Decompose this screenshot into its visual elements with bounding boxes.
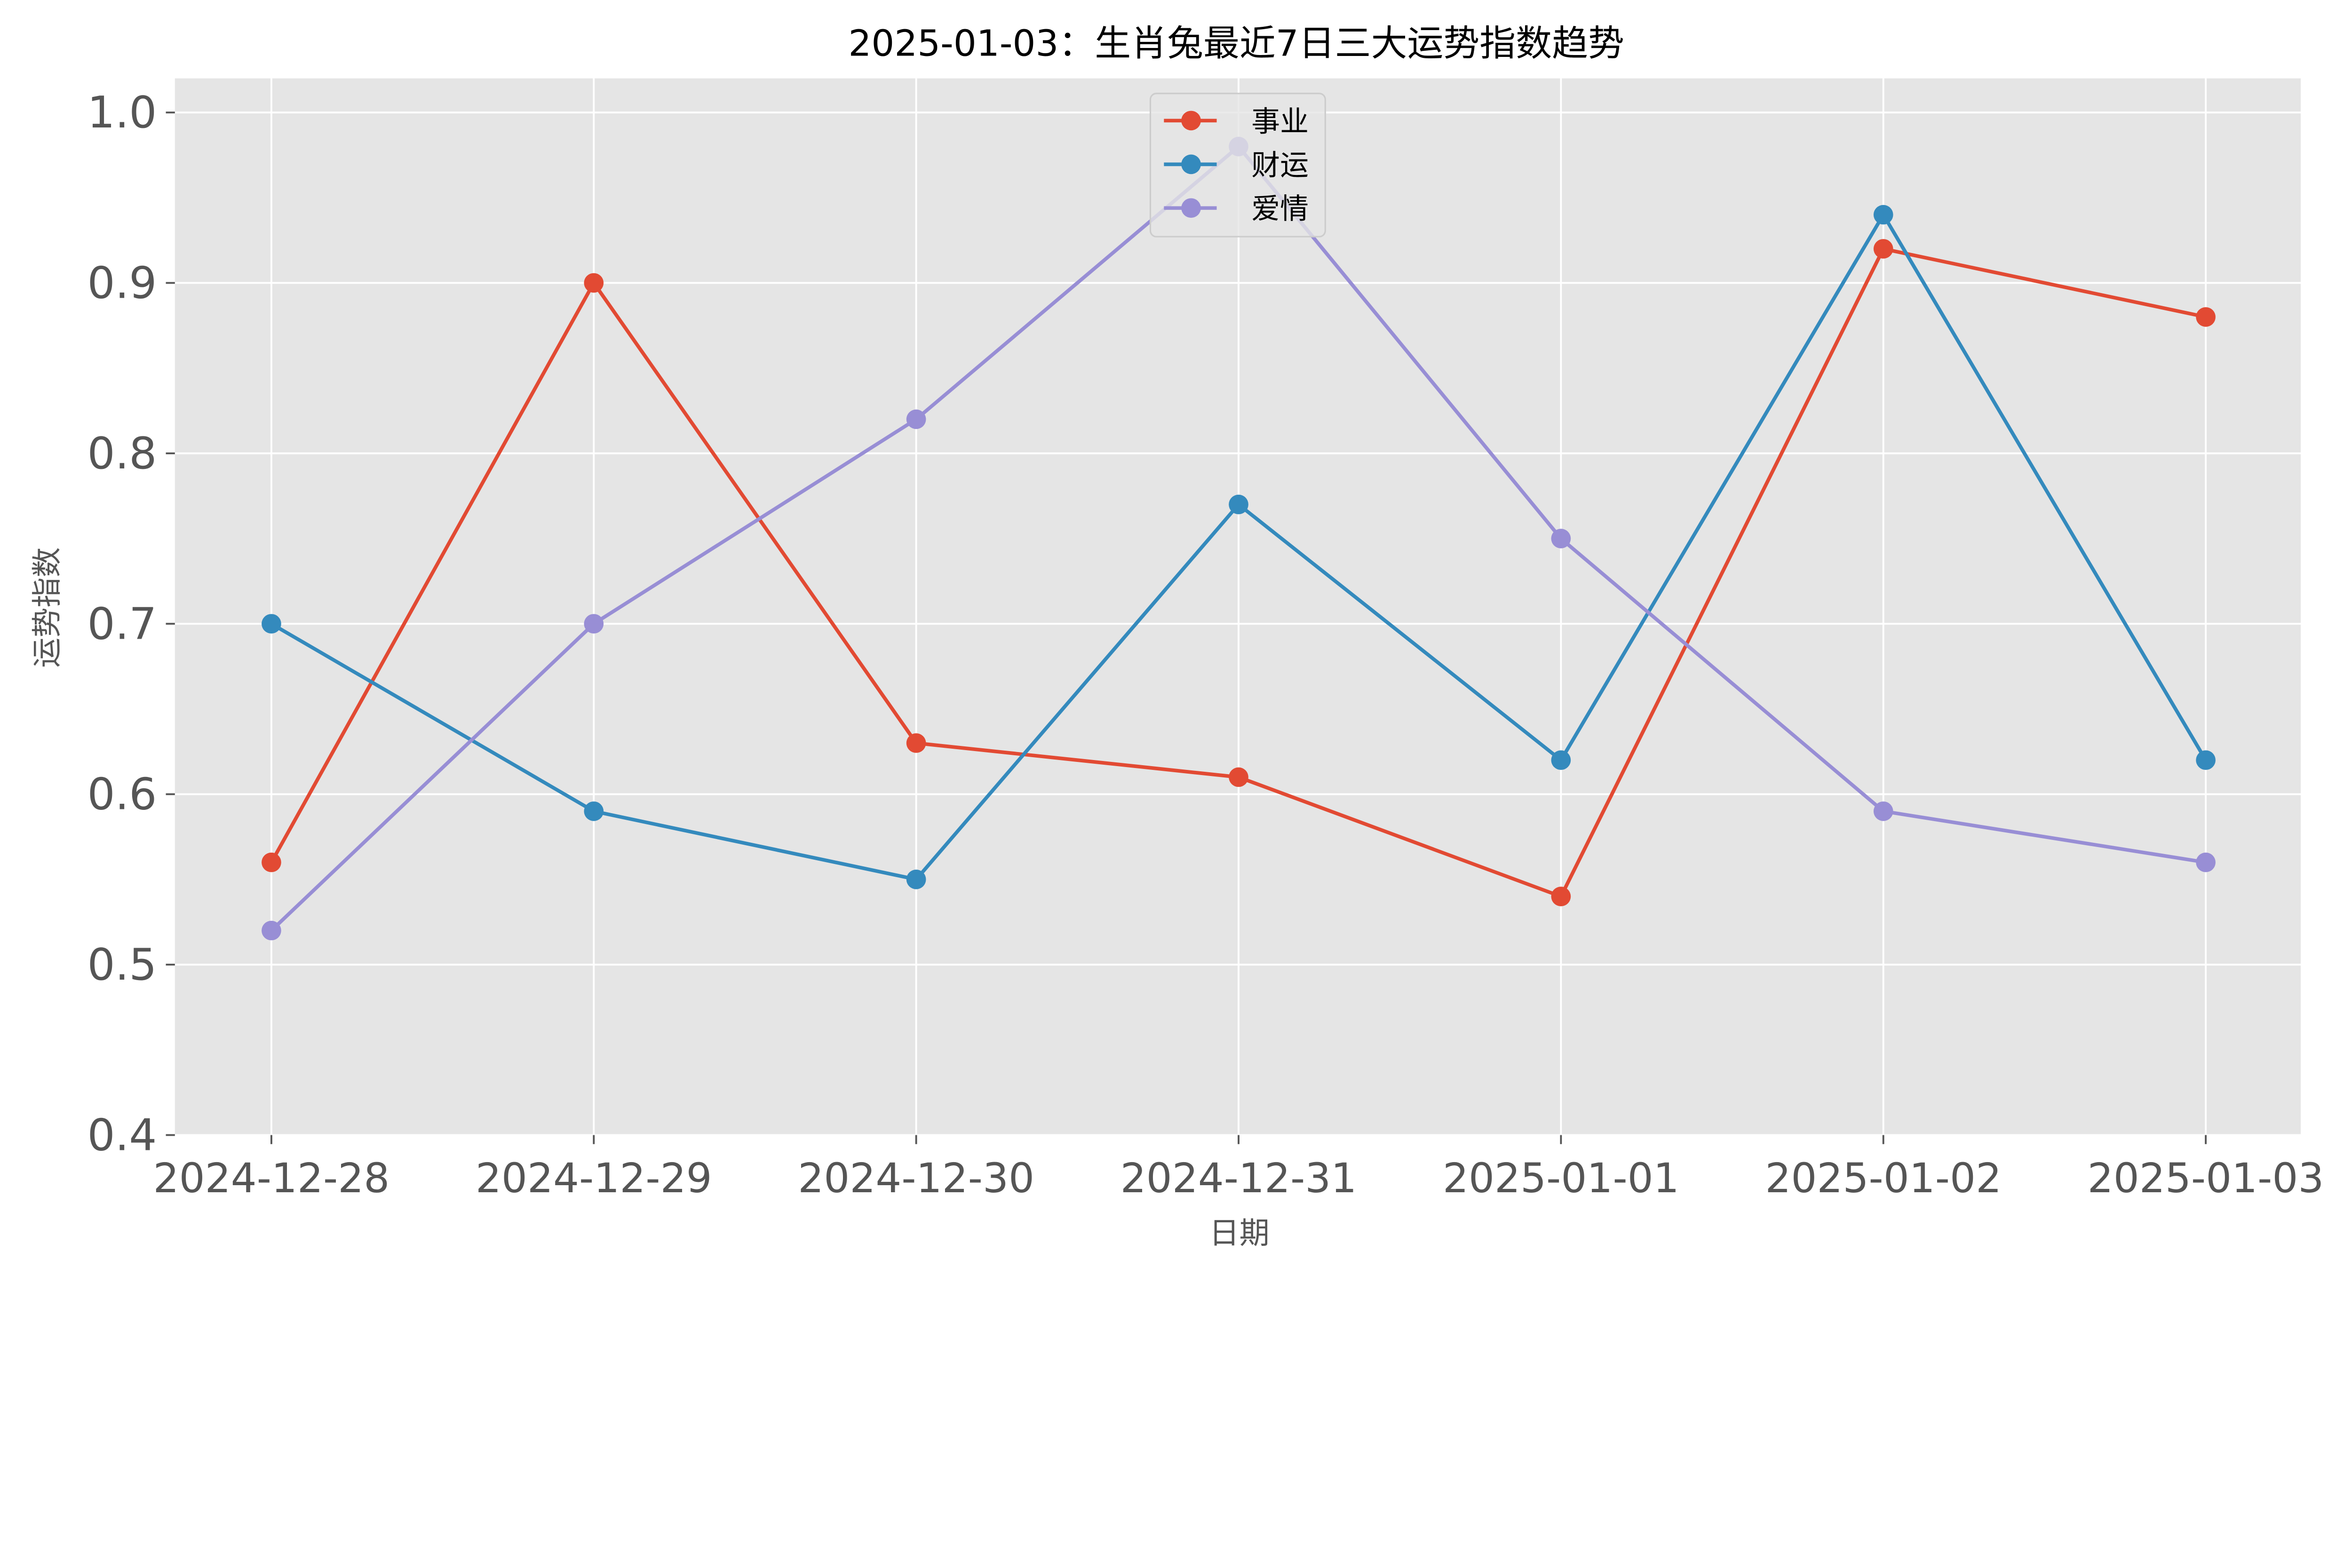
legend-marker xyxy=(1181,154,1201,174)
data-point xyxy=(906,409,926,429)
x-tick-label: 2025-01-02 xyxy=(1765,1155,2002,1202)
x-tick-label: 2025-01-03 xyxy=(2088,1155,2324,1202)
y-tick-label: 0.4 xyxy=(87,1110,157,1161)
data-point xyxy=(262,852,281,872)
data-point xyxy=(1229,494,1248,515)
data-point xyxy=(1873,801,1893,821)
series-财运 xyxy=(262,205,2216,889)
data-point xyxy=(262,920,281,941)
line-chart: 2024-12-28 2024-12-29 2024-12-30 2024-12-31… xyxy=(30,23,2324,1251)
x-tick-label: 2025-01-01 xyxy=(1443,1155,1679,1202)
y-tick-label: 0.9 xyxy=(87,258,157,309)
data-point xyxy=(2196,852,2216,872)
data-point xyxy=(1551,887,1571,906)
data-point xyxy=(1229,767,1248,787)
y-axis-label: 运势指数 xyxy=(30,547,65,667)
data-point xyxy=(1551,750,1571,770)
legend-label: 爱情 xyxy=(1251,192,1309,226)
data-point xyxy=(584,801,604,821)
y-tick-label: 0.8 xyxy=(87,428,157,479)
data-point xyxy=(584,614,604,634)
y-tick-label: 0.5 xyxy=(87,939,157,990)
legend-label: 财运 xyxy=(1251,149,1309,182)
data-point xyxy=(1873,205,1893,225)
data-point xyxy=(906,870,926,889)
data-point xyxy=(2196,750,2216,770)
data-point xyxy=(1551,529,1571,548)
data-point xyxy=(906,733,926,753)
y-tick-label: 0.7 xyxy=(87,598,157,649)
data-point xyxy=(1873,239,1893,259)
series-事业 xyxy=(262,239,2216,906)
y-tick-label: 0.6 xyxy=(87,769,157,820)
data-point xyxy=(584,273,604,293)
x-tick-label: 2024-12-28 xyxy=(153,1155,390,1202)
legend-label: 事业 xyxy=(1251,105,1309,138)
data-point xyxy=(262,614,281,634)
y-tick-label: 1.0 xyxy=(87,87,157,138)
x-tick-label: 2024-12-29 xyxy=(476,1155,712,1202)
legend-marker xyxy=(1181,198,1201,218)
data-point xyxy=(2196,307,2216,327)
x-tick-label: 2024-12-31 xyxy=(1120,1155,1357,1202)
x-axis-label: 日期 xyxy=(1209,1216,1270,1251)
legend-marker xyxy=(1181,111,1201,131)
x-tick-label: 2024-12-30 xyxy=(798,1155,1034,1202)
chart-title: 2025-01-03：生肖兔最近7日三大运势指数趋势 xyxy=(848,23,1624,65)
